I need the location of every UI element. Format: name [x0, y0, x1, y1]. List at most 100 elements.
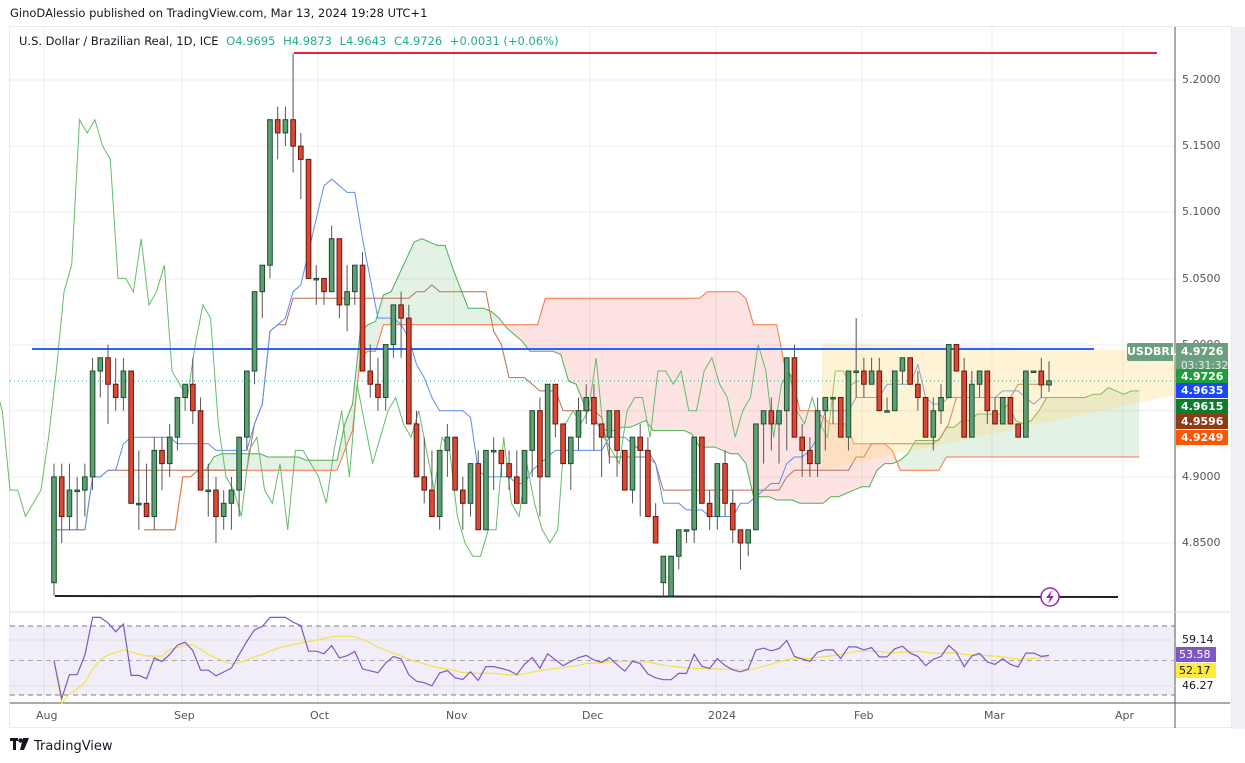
candle-body [992, 410, 998, 425]
ichimoku-cloud [545, 298, 554, 352]
candle-body [274, 119, 281, 134]
candle-body [668, 555, 674, 597]
ichimoku-cloud [337, 423, 345, 471]
tradingview-logo[interactable]: TradingView [10, 738, 113, 754]
ichimoku-cloud [946, 427, 955, 458]
candle-body [1038, 370, 1045, 386]
candle-body [205, 489, 212, 493]
candle-body [598, 423, 605, 438]
indicator-price-tag: 4.9635 [1176, 383, 1228, 398]
ichimoku-cloud [437, 245, 446, 325]
candle-body [313, 277, 320, 281]
candle-body [475, 463, 482, 531]
ichimoku-cloud [522, 324, 530, 352]
candle-body [1007, 396, 1014, 425]
candle-body [1023, 370, 1029, 438]
candle-body [722, 463, 728, 504]
candle-body [290, 119, 296, 147]
candle-body [375, 383, 381, 398]
ichimoku-cloud [259, 453, 268, 471]
time-tick-label: Aug [36, 709, 58, 722]
candle-body [89, 370, 96, 478]
ichimoku-cloud [830, 423, 839, 497]
rsi-ma-line [53, 635, 1050, 706]
candle-body [999, 396, 1006, 425]
candle-body [745, 529, 751, 544]
candle-body [729, 502, 736, 531]
candle-body [344, 291, 350, 306]
candle-body [699, 436, 705, 504]
ichimoku-cloud [992, 414, 1001, 458]
candle-body [884, 410, 890, 413]
ichimoku-cloud [321, 460, 330, 471]
candle-body [961, 370, 967, 438]
ichimoku-cloud [1077, 397, 1086, 458]
ichimoku-cloud [876, 443, 885, 471]
candle-body [359, 264, 366, 372]
ichimoku-cloud [1100, 387, 1109, 458]
candle-body [405, 317, 412, 425]
candle-body [66, 489, 73, 518]
candle-body [591, 396, 597, 425]
close-value: C4.9726 [393, 34, 443, 48]
candle-body [945, 344, 952, 398]
ichimoku-cloud [352, 331, 361, 431]
candle-body [652, 516, 659, 544]
price-tick-label: 5.1000 [1182, 205, 1221, 218]
candle-body [976, 370, 983, 385]
candle-body [498, 449, 505, 465]
symbol-tag: USDBRL [1127, 343, 1177, 361]
candle-body [776, 410, 782, 425]
candle-body [398, 304, 404, 319]
candle-body [637, 436, 644, 451]
candle-body [182, 383, 188, 398]
candle-body [97, 357, 104, 372]
ichimoku-cloud [313, 460, 322, 471]
candle-body [783, 357, 790, 412]
ichimoku-cloud [653, 298, 662, 431]
ichimoku-cloud [329, 460, 338, 471]
ichimoku-cloud [375, 294, 384, 352]
ichimoku-cloud [1092, 394, 1101, 458]
tradingview-logo-icon [10, 738, 30, 754]
indicator-price-tag: 4.9596 [1176, 414, 1228, 429]
candle-body [1015, 423, 1021, 438]
ichimoku-cloud [252, 453, 260, 471]
candle-body [814, 410, 821, 465]
candle-body [799, 436, 805, 451]
candle-body [305, 158, 312, 279]
candle-body [120, 370, 127, 398]
publisher-line: GinoDAlessio published on TradingView.co… [10, 6, 428, 20]
ichimoku-cloud [622, 298, 631, 428]
candle-body [645, 449, 651, 518]
indicator-price-tag: 4.9726 [1176, 369, 1228, 384]
ichimoku-cloud [676, 298, 685, 431]
ichimoku-cloud [915, 440, 924, 471]
candle-body [575, 410, 582, 438]
candle-body [907, 357, 913, 385]
ichimoku-cloud [529, 324, 538, 352]
candle-body [58, 476, 65, 518]
candle-body [382, 344, 389, 398]
ichimoku-cloud [229, 453, 237, 471]
candle-body [429, 489, 435, 518]
ichimoku-cloud [1123, 390, 1132, 458]
ichimoku-cloud [429, 242, 438, 325]
candle-body [321, 277, 327, 293]
ichimoku-cloud [1131, 390, 1140, 458]
time-tick-label: Nov [446, 709, 468, 722]
candle-body [436, 449, 443, 518]
ichimoku-cloud [630, 298, 638, 428]
alert-lightning-icon[interactable] [1040, 587, 1060, 607]
candle-body [768, 410, 775, 425]
price-pane [10, 27, 1175, 610]
rsi-line [53, 616, 1050, 701]
candle-body [876, 370, 883, 412]
candle-body [352, 264, 358, 293]
candle-body [267, 119, 273, 266]
ichimoku-cloud [869, 443, 877, 487]
ichimoku-cloud [1062, 397, 1070, 458]
candle-body [328, 238, 335, 293]
candle-body [930, 410, 937, 438]
